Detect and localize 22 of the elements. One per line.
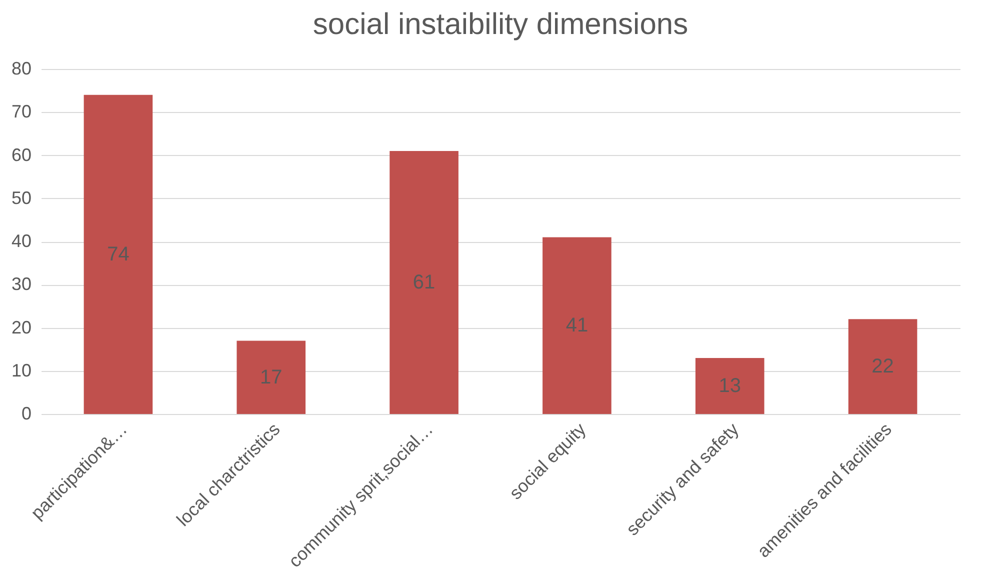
y-tick-label: 50 <box>11 188 32 208</box>
data-label: 13 <box>718 374 741 397</box>
data-label: 17 <box>260 366 282 388</box>
bar <box>848 319 918 414</box>
bar <box>84 94 153 414</box>
data-label: 61 <box>412 271 436 294</box>
chart-title: social instaibility dimensions <box>312 8 688 41</box>
bar <box>390 150 458 414</box>
data-label: 22 <box>872 356 894 378</box>
y-tick-label: 70 <box>11 102 32 122</box>
y-tick-label: 30 <box>11 274 32 294</box>
y-tick-label: 0 <box>21 404 32 424</box>
y-tick-label: 60 <box>11 144 32 165</box>
y-tick-label: 40 <box>11 231 32 251</box>
y-tick-label: 20 <box>11 317 32 338</box>
data-label: 41 <box>566 314 588 337</box>
bar <box>542 237 612 414</box>
bar <box>695 358 764 414</box>
data-label: 74 <box>107 243 130 266</box>
bar <box>236 340 306 414</box>
y-tick-label: 80 <box>11 58 32 78</box>
y-tick-label: 10 <box>11 360 32 380</box>
